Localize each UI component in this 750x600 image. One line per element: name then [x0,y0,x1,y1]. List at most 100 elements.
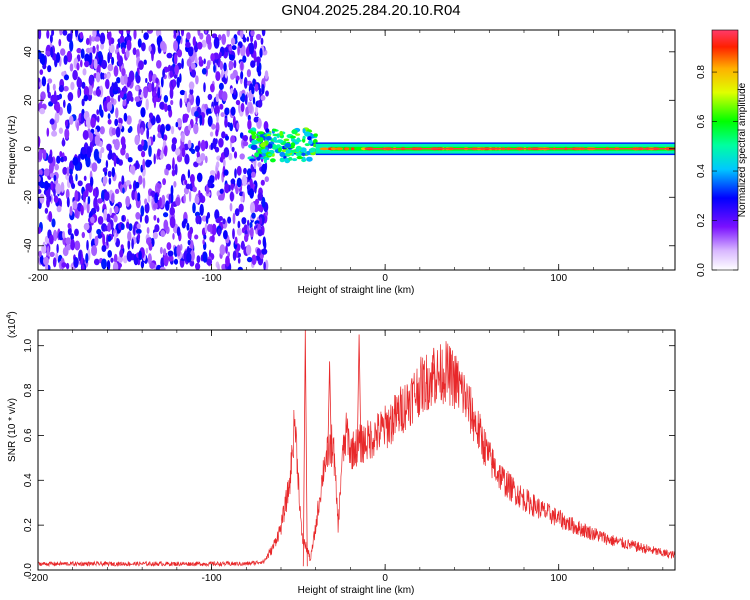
spectrogram-noise-cell [41,76,47,87]
spectrogram-noise-cell [90,207,97,215]
spectrogram-noise-cell [141,139,145,147]
spectrogram-noise-cell [55,101,61,114]
spectrogram-noise-cell [195,95,201,107]
spectrogram-noise-cell [101,59,108,70]
y-tick-label: 0.2 [23,518,34,532]
y-tick-label: -20 [23,190,34,205]
spectrogram-noise-cell [128,126,133,133]
spectrogram-noise-cell [135,74,141,84]
spectrogram-noise-cell [106,213,111,223]
spectrogram-noise-cell [163,254,169,267]
spectrogram-noise-cell [118,30,123,34]
spectrogram-noise-cell [73,257,79,268]
spectrogram-noise-cell [146,127,150,140]
spectrogram-noise-cell [63,99,66,108]
spectrogram-noise-cell [134,96,140,102]
spectrogram-noise-cell [240,195,244,203]
spectrogram-noise-cell [191,69,197,78]
spectrogram-noise-cell [205,33,212,45]
spectrogram-noise-cell [82,130,89,140]
spectrogram-noise-cell [81,231,86,239]
spectrogram-noise-cell [39,107,46,115]
spectrogram-noise-cell [90,176,94,187]
spectrogram-noise-cell [184,153,190,165]
spectrogram-noise-cell [52,95,58,105]
colorbar-tick-label: 0.8 [696,65,707,79]
spectrogram-noise-cell [96,205,100,212]
spectrogram-noise-cell [38,150,43,161]
spectrogram-noise-cell [153,203,158,210]
spectrogram-noise-cell [257,239,262,245]
spectrogram-noise-cell [217,228,221,237]
spectrogram-noise-cell [221,76,227,83]
snr-panel: -200 -100 0 100 0.0 0.2 0.4 0.6 0.8 1.0 Height o… [6,311,676,596]
spectrogram-tone-peak [344,147,350,151]
spectrogram-noise-cell [101,258,107,270]
spectrogram-noise-cell [117,94,121,102]
spectrogram-noise-cell [113,65,119,77]
spectrogram-noise-cell [115,126,121,138]
spectrogram-noise-cell [168,194,172,205]
spectrogram-noise-cell [237,266,243,270]
spectrogram-noise-cell [48,211,53,223]
spectrogram-noise-cell [148,45,152,52]
spectrogram-noise-cell [83,94,89,102]
spectrogram-noise-cell [176,35,182,41]
spectrogram-noise-cell [147,253,152,265]
spectrogram-noise-cell [236,177,242,188]
spectrogram-noise-cell [110,257,114,263]
spectrogram-onset-cell [290,135,296,139]
spectrogram-noise-cell [218,194,224,201]
spectrogram-noise-cell [253,50,257,61]
spectrogram-noise-cell [257,69,262,77]
spectrogram-noise-cell [56,52,61,63]
spectrogram-noise-cell [202,251,208,263]
spectrogram-noise-cell [123,73,128,85]
spectrogram-noise-cell [64,119,69,127]
spectrogram-noise-cell [102,167,108,173]
spectrogram-noise-cell [256,248,261,257]
spectrogram-noise-cell [230,73,235,80]
spectrogram-noise-cell [49,34,53,44]
spectrogram-noise-cell [261,163,267,175]
spectrogram-noise-cell [68,115,74,125]
spectrogram-noise-cell [143,32,149,40]
spectrogram-noise-cell [214,209,220,220]
spectrogram-onset-cell [256,156,261,161]
spectrogram-noise-cell [48,162,54,174]
snr-x-axis-label: Height of straight line (km) [298,585,415,596]
spectrogram-noise-cell [62,246,69,257]
spectrogram-noise-cell [198,56,203,62]
spectrogram-onset-cell [285,149,292,154]
spectrogram-noise-cell [247,114,251,122]
spectrogram-noise-cell [111,127,117,136]
spectrogram-noise-cell [159,197,162,207]
spectrogram-noise-cell [186,222,190,231]
spectrogram-onset-cell [259,137,264,143]
spectrogram-noise-cell [101,72,105,80]
spectrogram-onset-cell [279,130,284,137]
spectrogram-noise-cell [197,41,203,50]
spectrogram-noise-cell [257,229,263,237]
spectrogram-noise-cell [230,106,236,116]
spectrogram-noise-cell [85,37,90,46]
spectrogram-noise-cell [248,42,255,55]
spectrogram-onset-cell [265,128,270,133]
spectrogram-noise-cell [197,30,201,36]
spectrogram-noise-cell [206,60,211,70]
spectrogram-noise-cell [106,73,111,80]
spectrogram-noise-cell [141,42,146,52]
spectrogram-noise-cell [254,83,259,92]
colorbar-tick-label: 0.2 [696,213,707,227]
spectrogram-noise-cell [113,253,118,264]
spectrogram-noise-cell [46,30,50,39]
spectrogram-noise-cell [85,156,91,168]
spectrogram-noise-cell [155,114,161,124]
y-tick-label: 20 [23,94,34,106]
spectrogram-noise-cell [47,65,52,73]
spectrogram-noise-cell [253,40,258,50]
spectrogram-noise-cell [107,63,114,72]
spectrogram-noise-cell [187,46,194,57]
spectrogram-noise-cell [185,41,191,48]
spectrogram-noise-cell [81,98,85,107]
